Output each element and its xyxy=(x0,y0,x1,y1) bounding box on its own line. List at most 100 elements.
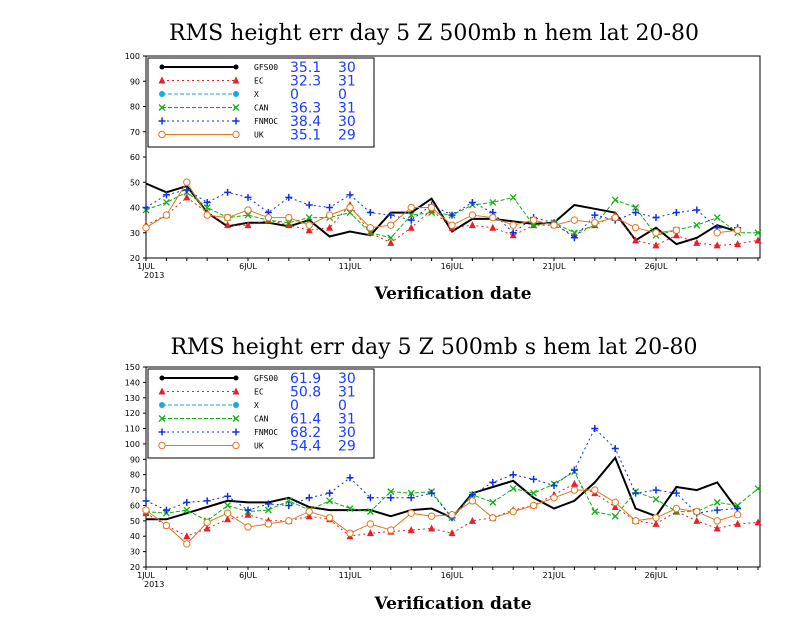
series-line xyxy=(145,189,738,239)
data-point xyxy=(305,221,313,229)
data-point xyxy=(448,510,456,519)
data-point xyxy=(693,221,701,229)
data-point xyxy=(244,193,252,201)
legend-marker xyxy=(232,104,240,111)
data-point xyxy=(305,201,313,209)
data-point xyxy=(672,226,681,234)
legend-marker xyxy=(233,402,239,408)
data-point xyxy=(693,238,701,246)
legend-name: X xyxy=(254,90,259,99)
legend-count: 31 xyxy=(338,74,356,90)
data-point xyxy=(754,236,762,244)
data-point xyxy=(183,186,191,194)
data-point xyxy=(713,506,721,514)
legend-name: FNMOC xyxy=(254,428,278,437)
data-point xyxy=(223,509,232,517)
legend-entry: CAN 36.3 31 xyxy=(158,101,356,117)
data-point xyxy=(326,223,334,231)
data-point xyxy=(244,510,252,518)
data-point xyxy=(530,489,538,497)
data-point xyxy=(611,445,619,453)
series-gfs00 xyxy=(146,455,739,521)
data-point xyxy=(183,178,191,186)
data-point xyxy=(570,234,578,242)
data-point xyxy=(672,209,680,217)
legend-box xyxy=(147,368,375,459)
legend-marker xyxy=(159,375,165,381)
series-line xyxy=(145,182,738,246)
data-point xyxy=(468,497,477,505)
series-line xyxy=(145,196,759,246)
legend-mean: 68.2 xyxy=(290,425,321,441)
data-point xyxy=(366,529,374,537)
legend-name: EC xyxy=(254,388,264,397)
legend-name: UK xyxy=(254,442,264,451)
data-point xyxy=(183,540,191,548)
data-point xyxy=(407,216,415,224)
data-point xyxy=(203,524,211,532)
data-point xyxy=(652,486,660,494)
data-point xyxy=(326,489,334,497)
data-point xyxy=(387,234,395,242)
legend-count: 31 xyxy=(338,101,356,117)
data-point xyxy=(203,518,211,527)
legend-marker xyxy=(233,64,239,70)
plot-frame xyxy=(145,366,761,568)
legend-entry: X 0 0 xyxy=(159,87,347,103)
data-point xyxy=(162,191,170,199)
data-point xyxy=(509,229,517,237)
data-point xyxy=(285,497,293,505)
legend-count: 30 xyxy=(338,60,356,76)
data-point xyxy=(224,515,232,523)
data-point xyxy=(428,524,436,532)
data-point xyxy=(162,198,170,206)
data-point xyxy=(570,216,579,224)
data-point xyxy=(509,485,517,492)
series-uk xyxy=(142,486,742,548)
legend-entry: FNMOC 68.2 30 xyxy=(158,425,356,441)
x-tick-year: 2013 xyxy=(144,271,164,280)
legend-marker xyxy=(232,76,240,84)
data-point xyxy=(468,221,476,229)
data-point xyxy=(672,504,681,513)
data-point xyxy=(305,512,313,520)
y-tick-label: 120 xyxy=(125,409,140,418)
data-point xyxy=(570,466,578,474)
data-point xyxy=(244,523,252,531)
data-point xyxy=(346,191,354,199)
legend-marker xyxy=(158,387,166,395)
data-point xyxy=(264,520,273,528)
data-point xyxy=(285,221,293,229)
data-point xyxy=(468,491,476,499)
data-point xyxy=(570,479,578,487)
data-point xyxy=(713,517,721,525)
data-point xyxy=(387,526,395,534)
data-point xyxy=(591,486,599,494)
legend-count: 0 xyxy=(338,398,347,414)
x-tick-label: 6JUL xyxy=(239,262,257,271)
data-point xyxy=(407,526,415,534)
data-point xyxy=(244,221,252,229)
legend-count: 29 xyxy=(338,439,356,455)
chart-panel-1: RMS height err day 5 Z 500mb n hem lat 2… xyxy=(125,21,762,304)
data-point xyxy=(407,203,415,212)
data-point xyxy=(305,214,313,222)
y-tick-label: 40 xyxy=(130,204,140,213)
data-point xyxy=(652,214,660,222)
data-point xyxy=(529,501,538,510)
data-point xyxy=(387,221,395,229)
data-point xyxy=(713,214,721,222)
data-point xyxy=(387,238,395,246)
data-point xyxy=(591,218,599,227)
data-point xyxy=(183,506,191,514)
legend-marker xyxy=(158,117,166,125)
legend-entry: CAN 61.4 31 xyxy=(158,412,356,428)
data-point xyxy=(223,213,232,222)
data-point xyxy=(713,229,721,237)
data-point xyxy=(224,221,232,229)
legend-marker xyxy=(158,428,166,436)
legend-marker xyxy=(158,76,166,84)
legend-count: 29 xyxy=(338,128,356,144)
y-tick-label: 100 xyxy=(125,52,140,61)
chart-title: RMS height err day 5 Z 500mb s hem lat 2… xyxy=(170,335,697,360)
